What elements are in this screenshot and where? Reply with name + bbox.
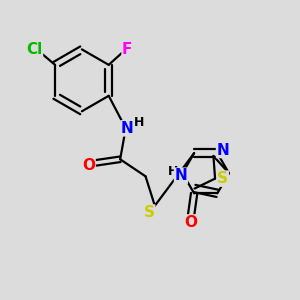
Text: O: O (184, 215, 197, 230)
Text: N: N (217, 142, 229, 158)
Text: S: S (217, 171, 228, 186)
Text: Cl: Cl (26, 43, 43, 58)
Text: N: N (121, 121, 134, 136)
Text: N: N (175, 168, 187, 183)
Text: F: F (122, 43, 133, 58)
Text: S: S (144, 205, 155, 220)
Text: H: H (134, 116, 144, 129)
Text: H: H (167, 165, 178, 178)
Text: O: O (82, 158, 95, 173)
